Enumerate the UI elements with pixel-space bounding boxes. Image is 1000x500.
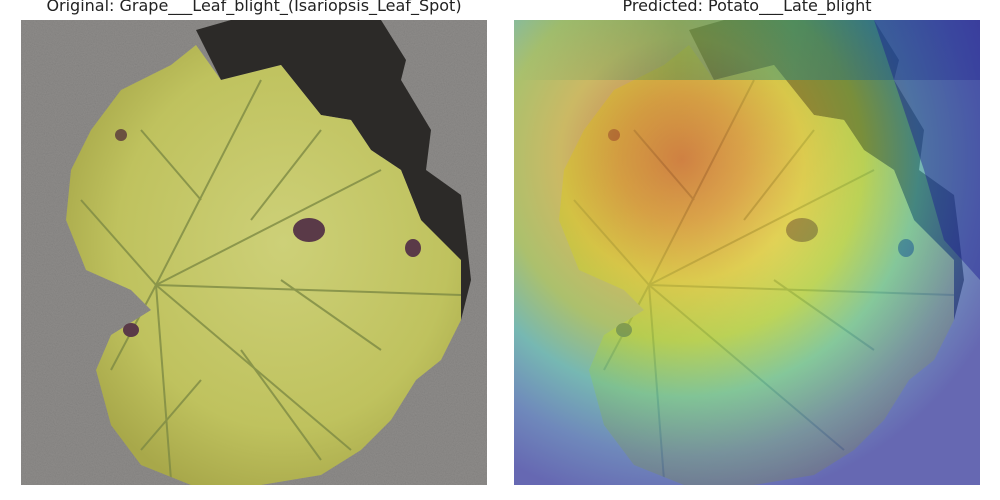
heatmap-overlay bbox=[514, 20, 980, 485]
original-panel: Original: Grape___Leaf_blight_(Isariopsi… bbox=[21, 0, 487, 500]
predicted-panel: Predicted: Potato___Late_blight bbox=[514, 0, 980, 500]
original-image bbox=[21, 20, 487, 485]
leaf-shape bbox=[66, 45, 461, 485]
original-title: Original: Grape___Leaf_blight_(Isariopsi… bbox=[46, 0, 462, 15]
predicted-title: Predicted: Potato___Late_blight bbox=[622, 0, 872, 15]
heatmap-image bbox=[514, 20, 980, 485]
